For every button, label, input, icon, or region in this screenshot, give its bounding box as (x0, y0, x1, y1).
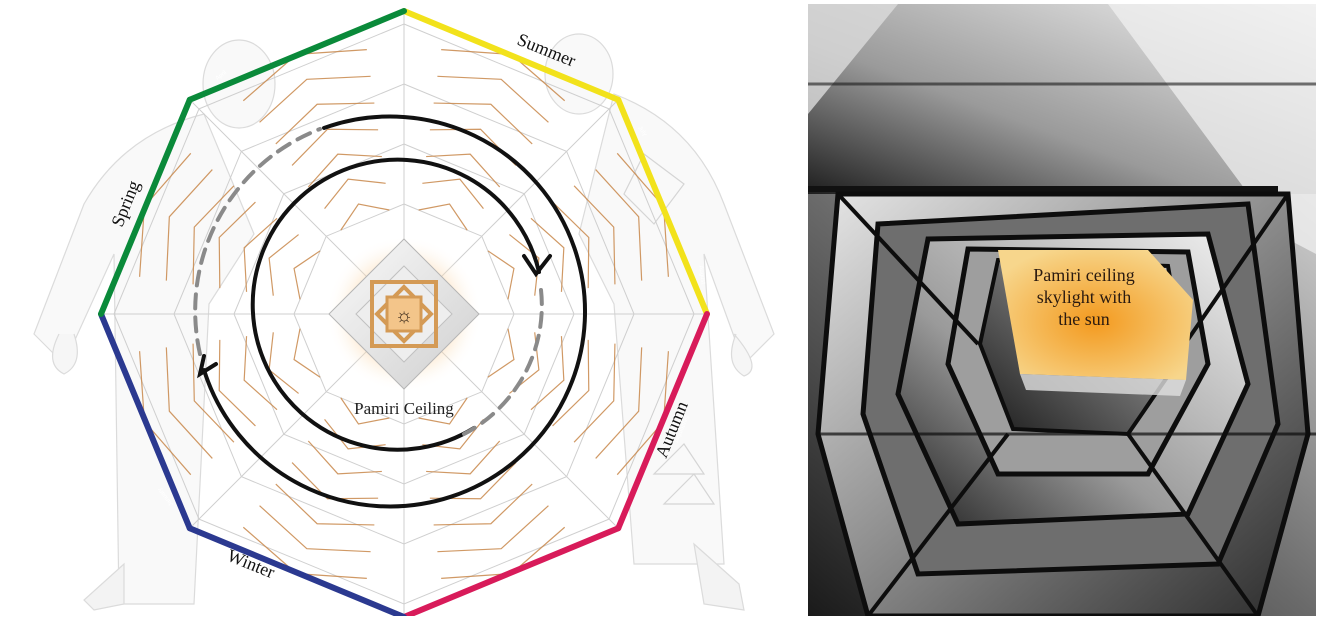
season-edge (401, 525, 622, 616)
wood-slat (293, 328, 321, 378)
wood-slat (291, 462, 379, 500)
cycle-arrows (193, 114, 587, 509)
skylight-caption: Pamiri ceiling skylight with the sun (1004, 264, 1164, 330)
wood-slat (509, 234, 540, 296)
month-label: June (512, 32, 527, 43)
wood-slat (192, 185, 235, 285)
wood-slat (437, 75, 549, 123)
season-edges (98, 8, 710, 616)
pamiri-ceiling-motif: ☼ (326, 236, 482, 392)
month-label: November (429, 607, 457, 616)
wood-slat (552, 339, 590, 427)
wood-slat (324, 178, 386, 209)
wood-slat (307, 440, 382, 475)
season-edge (615, 311, 710, 532)
outer-arrow-solid (202, 114, 587, 509)
season-edge (615, 96, 710, 317)
wood-slat (259, 75, 371, 123)
wood-slat (530, 217, 565, 292)
outer-arrow-dashed (193, 127, 322, 356)
wood-slat (487, 250, 515, 300)
wood-slat (595, 169, 643, 281)
skylight-caption-line-1: Pamiri ceiling (1033, 265, 1135, 285)
wood-slat (307, 153, 382, 188)
wood-slat (275, 102, 375, 145)
wood-slat (192, 343, 235, 443)
wood-slat (530, 336, 565, 411)
left-figure-illustration (33, 39, 276, 611)
month-label: August (697, 265, 705, 285)
wood-slat (573, 185, 616, 285)
wood-slat (291, 128, 379, 166)
season-diagram-panel: June July August September October November De… (4, 4, 804, 616)
inner-arrow-head (522, 254, 552, 278)
inner-arrow-dashed (462, 288, 544, 436)
wood-slat (268, 332, 299, 394)
wood-slat (441, 526, 566, 580)
month-label: July (636, 125, 647, 137)
season-edge (98, 96, 193, 317)
ring (233, 143, 575, 485)
wood-slat (426, 440, 501, 475)
wood-slat (552, 201, 590, 289)
wood-slat (243, 217, 278, 292)
outer-arrow-head (197, 354, 218, 379)
wood-slat (293, 250, 321, 300)
season-diagram: JuneJulyAugustSeptemberOctoberNovemberDe… (33, 8, 775, 616)
center-label: Pamiri Ceiling (354, 399, 454, 418)
month-label: May (359, 13, 371, 20)
wood-slat (433, 102, 533, 145)
skylight-caption-line-2: skylight with (1036, 287, 1132, 307)
wood-slat (165, 169, 213, 281)
wood-slat (275, 483, 375, 526)
ring (293, 203, 515, 425)
wood-slat (426, 153, 501, 188)
season-edge (98, 311, 193, 532)
month-label: February (102, 341, 111, 366)
inner-arrow-solid (250, 157, 541, 452)
season-edge (186, 8, 407, 103)
skylight-caption-line-3: the sun (1058, 309, 1110, 329)
wood-slat (340, 203, 390, 231)
wood-slat (218, 339, 256, 427)
wood-slat (165, 347, 213, 459)
wood-slat (595, 347, 643, 459)
wood-slat (437, 505, 549, 553)
wood-slat (418, 397, 468, 425)
ring (173, 83, 635, 545)
ceiling-photo-panel: Pamiri ceiling skylight with the sun (808, 4, 1316, 616)
wood-slat (243, 336, 278, 411)
wood-slat (487, 328, 515, 378)
wood-slat (418, 203, 468, 231)
wood-slat (422, 178, 484, 209)
wood-slat (218, 201, 256, 289)
sun-icon: ☼ (395, 305, 413, 327)
month-label: March (121, 190, 133, 208)
ceiling-photo (808, 4, 1316, 616)
wood-slat (573, 343, 616, 443)
wood-slat (259, 505, 371, 553)
skylight-sun (998, 250, 1193, 380)
season-edge (186, 525, 407, 616)
wood-slat (509, 332, 540, 394)
season-edge (401, 8, 622, 103)
wood-slat (340, 397, 390, 425)
right-figure-illustration (544, 33, 775, 611)
panel-divider (804, 4, 808, 616)
month-label: December (275, 583, 303, 599)
wood-slat (268, 234, 299, 296)
wood-slat (433, 483, 533, 526)
